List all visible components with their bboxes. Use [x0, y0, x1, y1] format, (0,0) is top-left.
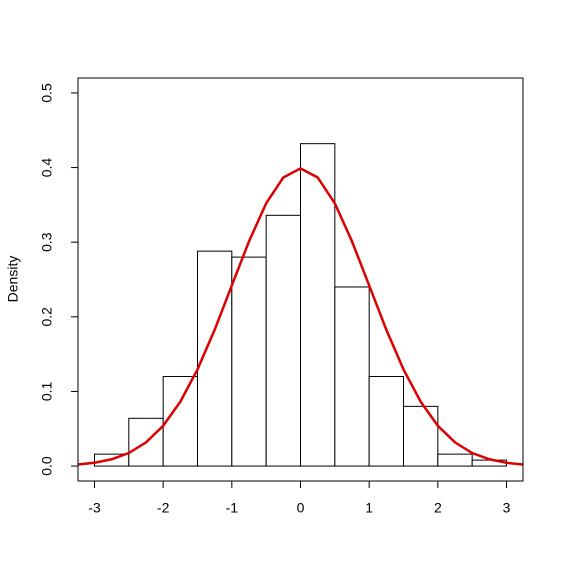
- bar: [437, 453, 473, 467]
- bar: [231, 256, 267, 467]
- y-tick-label: 0.0: [39, 456, 55, 476]
- bar: [368, 376, 405, 467]
- bar: [265, 214, 301, 467]
- y-tick-label: 0.4: [39, 158, 55, 178]
- x-tick-label: 3: [503, 500, 511, 516]
- x-tick-label: 2: [434, 500, 442, 516]
- bar: [300, 143, 336, 467]
- bar: [334, 286, 370, 467]
- x-tick-label: 0: [297, 500, 305, 516]
- bar: [162, 376, 198, 467]
- x-tick-label: -3: [88, 500, 101, 516]
- y-tick-label: 0.2: [39, 307, 55, 327]
- bar: [403, 405, 439, 467]
- x-tick-label: 1: [365, 500, 373, 516]
- x-tick-label: -2: [157, 500, 170, 516]
- y-tick-label: 0.3: [39, 232, 55, 252]
- x-tick-label: -1: [226, 500, 239, 516]
- density-curve: [78, 166, 523, 466]
- y-tick-label: 0.5: [39, 83, 55, 103]
- y-axis-label: Density: [5, 256, 21, 303]
- y-tick-label: 0.1: [39, 382, 55, 402]
